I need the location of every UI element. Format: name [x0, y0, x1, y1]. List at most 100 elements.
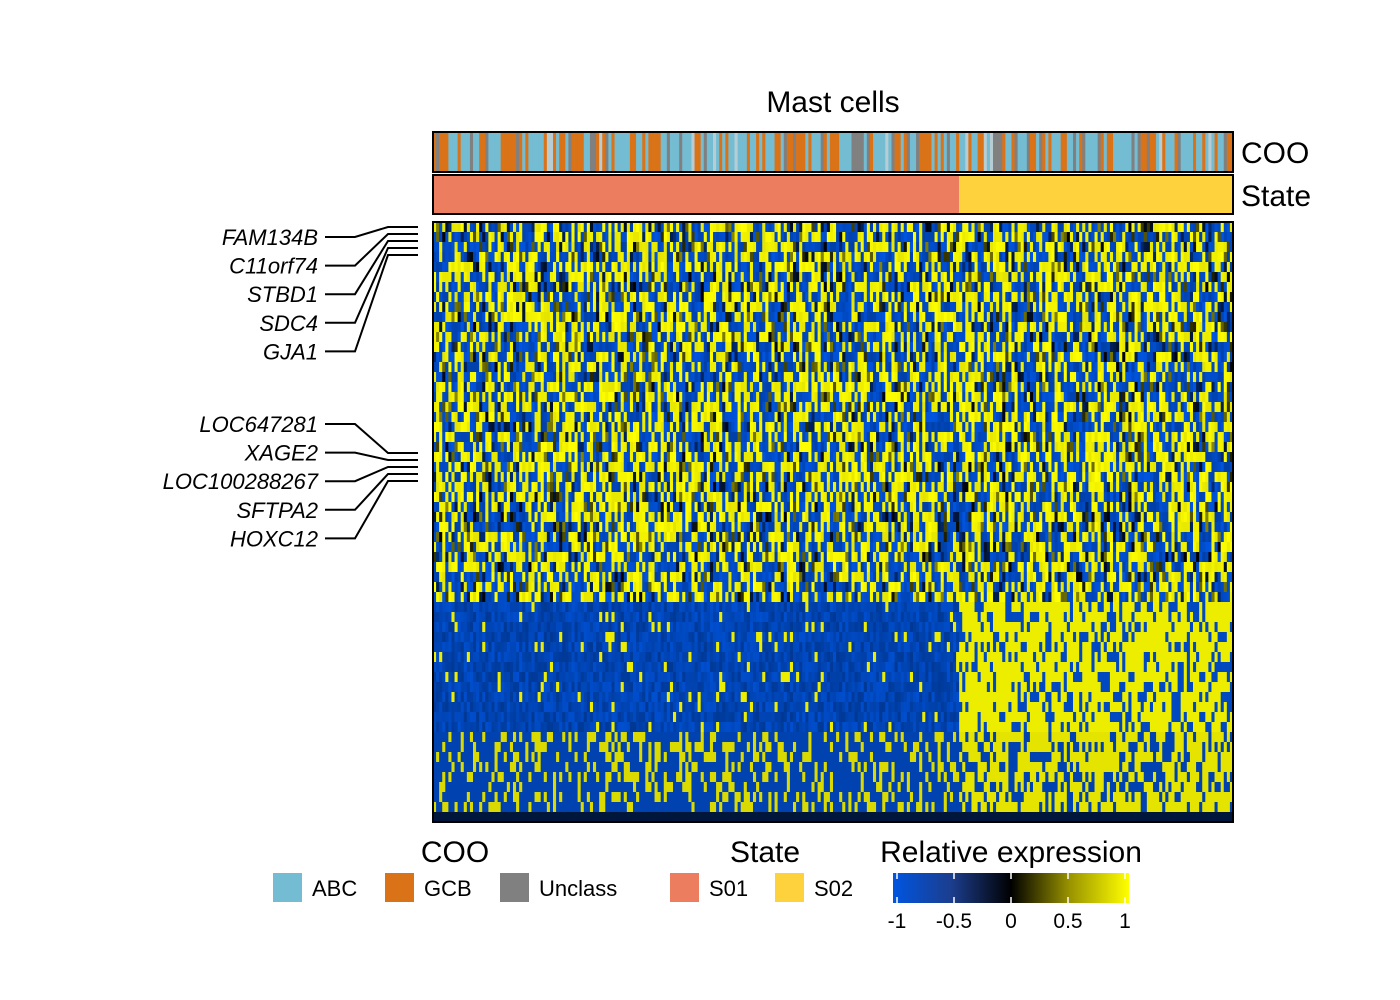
heatmap-cell: [749, 252, 754, 263]
heatmap-cell: [759, 292, 763, 303]
heatmap-cell: [1060, 312, 1065, 323]
heatmap-cell: [906, 272, 911, 283]
heatmap-cell: [1159, 372, 1163, 383]
heatmap-cell: [673, 232, 677, 243]
heatmap-cell: [666, 342, 671, 353]
heatmap-cell: [506, 392, 511, 403]
heatmap-cell: [996, 372, 1000, 383]
heatmap-cell: [734, 392, 739, 403]
coo-sample-cell: [669, 133, 674, 171]
heatmap-cell: [648, 262, 652, 273]
heatmap-cell: [916, 352, 920, 363]
heatmap-cell: [1097, 222, 1102, 233]
heatmap-cell: [1079, 242, 1083, 253]
heatmap-cell: [553, 312, 557, 323]
heatmap-cell: [679, 322, 683, 333]
heatmap-cell: [986, 242, 991, 253]
heatmap-cell: [1156, 332, 1160, 343]
heatmap-cell: [1005, 362, 1009, 373]
heatmap-cell: [1137, 302, 1142, 313]
heatmap-cell: [817, 292, 822, 303]
heatmap-cell: [1143, 342, 1148, 353]
heatmap-cell: [1137, 382, 1142, 393]
heatmap-cell: [722, 342, 726, 353]
heatmap-cell: [497, 392, 502, 403]
heatmap-cell: [617, 232, 622, 243]
heatmap-cell: [1051, 222, 1055, 233]
heatmap-cell: [599, 372, 603, 383]
heatmap-cell: [913, 292, 917, 303]
coo-sample-cell: [860, 133, 865, 171]
heatmap-cell: [617, 342, 622, 353]
heatmap-cell: [706, 252, 711, 263]
heatmap-cell: [1091, 372, 1095, 383]
heatmap-cell: [1189, 232, 1194, 243]
heatmap-cell: [1226, 222, 1231, 233]
heatmap-cell: [823, 392, 828, 403]
heatmap-cell: [691, 262, 695, 273]
heatmap-cell: [986, 282, 991, 293]
heatmap-cell: [1039, 352, 1043, 363]
heatmap-cell: [445, 332, 449, 343]
heatmap-cell: [919, 262, 923, 273]
heatmap-cell: [605, 312, 609, 323]
heatmap-cell: [473, 332, 477, 343]
heatmap-cell: [562, 302, 566, 313]
heatmap-cell: [1051, 272, 1055, 283]
heatmap-cell: [897, 362, 902, 373]
heatmap-cell: [916, 272, 920, 283]
heatmap-cell: [1183, 312, 1188, 323]
heatmap-cell: [620, 372, 625, 383]
heatmap-cell: [768, 252, 772, 263]
heatmap-cell: [503, 332, 508, 343]
heatmap-cell: [556, 232, 560, 243]
heatmap-cell: [922, 222, 926, 233]
heatmap-cell: [682, 272, 686, 283]
coo-sample-cell: [577, 133, 582, 171]
heatmap-cell: [479, 272, 483, 283]
heatmap-cell: [1094, 372, 1099, 383]
heatmap-cell: [789, 342, 794, 353]
heatmap-cell: [1082, 272, 1086, 283]
heatmap-cell: [1106, 392, 1111, 403]
heatmap-cell: [1017, 242, 1022, 253]
heatmap-cell: [436, 232, 440, 243]
heatmap-cell: [999, 382, 1003, 393]
heatmap-cell: [1094, 262, 1099, 273]
heatmap-cell: [820, 222, 825, 233]
heatmap-cell: [1060, 322, 1065, 333]
heatmap-cell: [466, 322, 471, 333]
heatmap-cell: [993, 302, 997, 313]
heatmap-cell: [448, 312, 452, 323]
heatmap-cell: [1177, 272, 1182, 283]
heatmap-cell: [589, 272, 594, 283]
heatmap-cell: [1174, 392, 1179, 403]
heatmap-cell: [1217, 272, 1222, 283]
heatmap-cell: [448, 322, 452, 333]
heatmap-cell: [731, 322, 735, 333]
heatmap-cell: [953, 322, 957, 333]
coo-sample-cell: [1076, 133, 1080, 171]
heatmap-cell: [1002, 322, 1006, 333]
heatmap-cell: [968, 222, 972, 233]
heatmap-cell: [922, 372, 926, 383]
heatmap-cell: [602, 282, 606, 293]
heatmap-cell: [863, 352, 868, 363]
heatmap-cell: [651, 312, 655, 323]
heatmap-cell: [1214, 272, 1219, 283]
heatmap-cell: [839, 232, 843, 243]
heatmap-cell: [688, 312, 692, 323]
heatmap-cell: [519, 242, 523, 253]
heatmap-cell: [509, 272, 514, 283]
heatmap-cell: [534, 302, 539, 313]
heatmap-cell: [940, 362, 945, 373]
heatmap-cell: [823, 262, 828, 273]
heatmap-cell: [1186, 322, 1191, 333]
coo-sample-cell: [1020, 133, 1025, 171]
heatmap-cell: [956, 292, 960, 303]
heatmap-cell: [562, 252, 566, 263]
heatmap-cell: [1011, 252, 1015, 263]
heatmap-cell: [709, 232, 714, 243]
heatmap-cell: [980, 292, 985, 303]
heatmap-cell: [1060, 302, 1065, 313]
